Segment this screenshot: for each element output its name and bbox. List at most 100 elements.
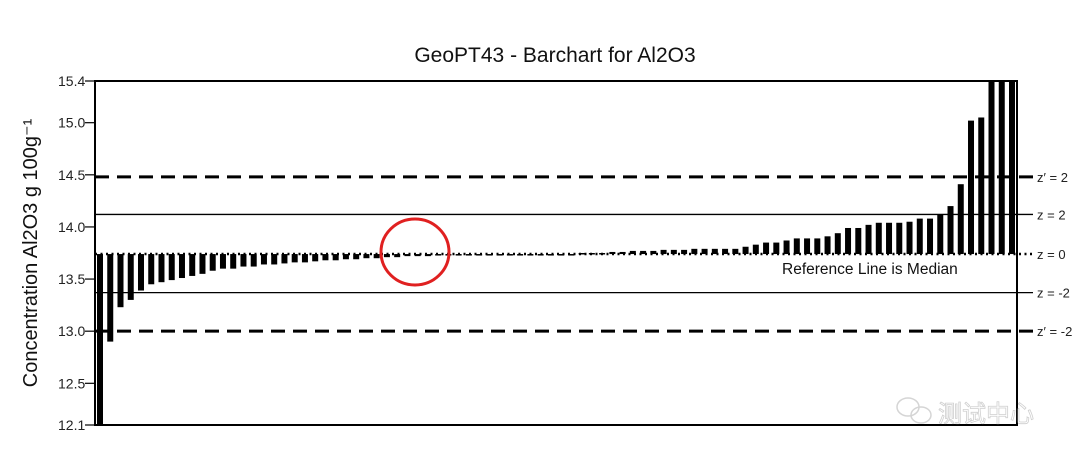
bar [291, 254, 298, 263]
bar [322, 254, 329, 261]
bar [301, 254, 308, 263]
y-tick-label: 14.5 [58, 167, 85, 183]
bar [97, 254, 103, 425]
y-tick-label: 13.0 [58, 323, 85, 339]
bar [845, 227, 852, 255]
bar [896, 222, 903, 255]
bar [424, 254, 431, 257]
bar [476, 254, 483, 256]
bar [199, 254, 206, 274]
bar [824, 236, 831, 255]
watermark-text: 测试中心 [938, 401, 1034, 428]
plot-frame [94, 80, 1018, 426]
bar [414, 254, 421, 257]
bar [373, 254, 380, 259]
bar [394, 254, 401, 258]
bar [435, 254, 442, 256]
bar [486, 254, 493, 256]
y-tick-label: 15.4 [58, 73, 85, 89]
bar [353, 254, 360, 260]
y-tick-label: 12.5 [58, 375, 85, 391]
bar [363, 254, 370, 259]
bar [937, 214, 944, 255]
bar [189, 254, 196, 276]
bar [230, 254, 237, 269]
bar [957, 184, 964, 255]
reference-line-label: z = 0 [1037, 247, 1066, 262]
y-tick-label: 12.1 [58, 417, 85, 433]
bar [691, 248, 698, 255]
bar [148, 254, 155, 285]
bar [783, 240, 790, 255]
bar [906, 221, 913, 255]
bar [137, 254, 144, 291]
bar [250, 254, 257, 267]
bar [332, 254, 339, 261]
bar [117, 254, 124, 308]
bar [629, 250, 636, 255]
bar [670, 249, 677, 255]
bar [732, 248, 739, 255]
bar [701, 248, 708, 255]
bar [271, 254, 278, 265]
bar [312, 254, 319, 262]
bar [240, 254, 247, 267]
bar [804, 238, 811, 255]
bar [834, 233, 841, 255]
bar [968, 120, 975, 255]
bar [855, 227, 862, 255]
y-tick-label: 13.5 [58, 271, 85, 287]
bar [558, 254, 565, 256]
reference-line-label: z = -2 [1037, 286, 1070, 301]
bar [383, 254, 390, 258]
bar [465, 254, 472, 256]
bar [947, 206, 954, 255]
bar [619, 251, 626, 255]
bar [168, 254, 175, 281]
bar [711, 248, 718, 255]
bar [681, 249, 688, 255]
bar [281, 254, 288, 264]
highlight-circle [379, 217, 451, 287]
reference-line-label: z′ = -2 [1037, 324, 1072, 339]
bar [107, 254, 114, 342]
reference-line-label: z′ = 2 [1037, 170, 1068, 185]
bar [742, 246, 749, 255]
bar [342, 254, 349, 260]
chart-title: GeoPT43 - Barchart for Al2O3 [414, 44, 695, 67]
bar [763, 242, 770, 255]
y-tick-label: 15.0 [58, 115, 85, 131]
bar [578, 253, 585, 255]
bar [127, 254, 134, 300]
bar [978, 117, 985, 255]
bar [752, 244, 759, 255]
bar [178, 254, 185, 279]
bar [547, 254, 554, 256]
bar [640, 250, 647, 255]
bar [650, 250, 657, 255]
bar [865, 224, 872, 255]
bar [722, 248, 729, 255]
bar [219, 254, 226, 269]
bar [814, 238, 821, 255]
bar [158, 254, 165, 283]
bar [916, 218, 923, 255]
bar [404, 254, 411, 257]
wechat-icon [896, 397, 932, 424]
bar [660, 249, 667, 255]
bar [506, 254, 513, 256]
bar [1009, 81, 1015, 255]
bar [988, 81, 995, 255]
bar [927, 218, 934, 255]
bar [998, 81, 1005, 255]
reference-line-label: z = 2 [1037, 207, 1066, 222]
bar [773, 242, 780, 255]
bar [209, 254, 216, 271]
bar [260, 254, 267, 265]
y-axis-label: Concentration Al2O3 g 100g⁻¹ [20, 118, 42, 387]
watermark: 测试中心 [896, 397, 1034, 428]
y-tick-label: 14.0 [58, 219, 85, 235]
reference-note: Reference Line is Median [782, 261, 958, 278]
bar [793, 238, 800, 255]
